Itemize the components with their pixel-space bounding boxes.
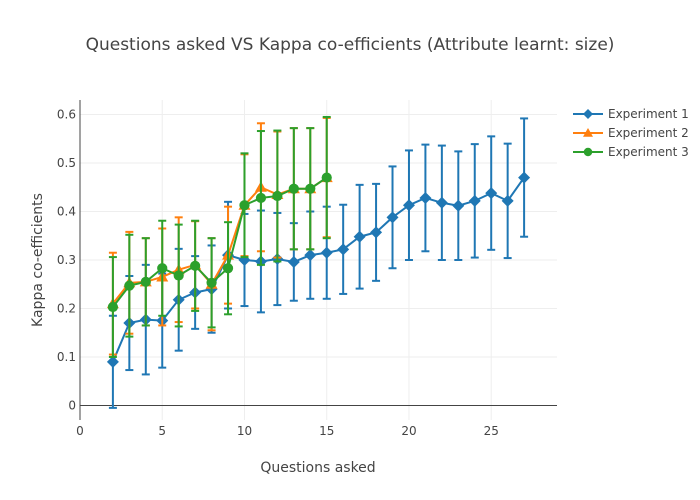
data-point[interactable]: [419, 191, 432, 204]
x-tick-label: 0: [76, 424, 84, 438]
data-point[interactable]: [402, 199, 415, 212]
data-point[interactable]: [206, 277, 217, 288]
data-point[interactable]: [124, 280, 135, 291]
data-point[interactable]: [370, 226, 383, 239]
legend-item[interactable]: Experiment 2: [573, 126, 689, 140]
axes: 0 0.1 0.2 0.3 0.4 0.5 0.6 0 5 10 15 20 25: [57, 100, 557, 438]
plot-area: [106, 115, 531, 409]
series-1: [106, 117, 531, 409]
data-point[interactable]: [255, 192, 267, 204]
data-point[interactable]: [304, 249, 317, 262]
data-point[interactable]: [320, 246, 333, 259]
x-tick-label: 5: [158, 424, 166, 438]
data-point[interactable]: [222, 263, 234, 274]
legend-label: Experiment 1: [608, 107, 689, 121]
x-tick-label: 15: [319, 424, 334, 438]
grid: [79, 100, 557, 420]
legend-item[interactable]: Experiment 3: [573, 145, 689, 159]
data-point[interactable]: [272, 190, 283, 202]
data-point[interactable]: [157, 263, 168, 274]
data-point[interactable]: [321, 172, 332, 183]
data-point[interactable]: [337, 243, 350, 256]
y-axis-title: Kappa co-efficients: [30, 193, 46, 327]
y-tick-label: 0: [68, 398, 76, 412]
x-axis-title: Questions asked: [260, 460, 375, 476]
x-tick-label: 25: [484, 424, 499, 438]
legend[interactable]: Experiment 1 Experiment 2 Experiment 3: [573, 107, 689, 159]
data-point[interactable]: [106, 355, 119, 368]
data-point[interactable]: [288, 183, 299, 194]
y-tick-label: 0.6: [57, 108, 76, 122]
x-tick-label: 10: [237, 424, 252, 438]
legend-item[interactable]: Experiment 1: [573, 107, 689, 121]
data-point[interactable]: [518, 171, 531, 184]
legend-marker[interactable]: [583, 147, 593, 157]
data-point[interactable]: [468, 194, 481, 207]
legend-label: Experiment 2: [608, 126, 689, 140]
data-point[interactable]: [190, 260, 201, 271]
series-3: [107, 115, 332, 358]
y-tick-label: 0.2: [57, 301, 76, 315]
data-point[interactable]: [173, 270, 184, 281]
y-tick-label: 0.1: [57, 350, 76, 364]
data-point[interactable]: [305, 183, 316, 194]
y-tick-label: 0.4: [57, 205, 76, 219]
chart-title: Questions asked VS Kappa co-efficients (…: [86, 35, 615, 55]
legend-marker[interactable]: [583, 128, 593, 137]
data-point[interactable]: [452, 199, 465, 212]
data-point[interactable]: [435, 196, 448, 209]
legend-marker[interactable]: [583, 109, 593, 119]
data-point[interactable]: [239, 200, 250, 211]
y-tick-label: 0.3: [57, 253, 76, 267]
data-point[interactable]: [386, 211, 399, 224]
data-point[interactable]: [287, 255, 300, 268]
data-point[interactable]: [107, 301, 118, 313]
data-point[interactable]: [501, 194, 514, 207]
legend-label: Experiment 3: [608, 145, 689, 159]
data-point[interactable]: [485, 187, 498, 200]
x-tick-label: 20: [401, 424, 416, 438]
data-point[interactable]: [353, 230, 366, 243]
y-tick-label: 0.5: [57, 156, 76, 170]
data-point[interactable]: [140, 276, 151, 287]
